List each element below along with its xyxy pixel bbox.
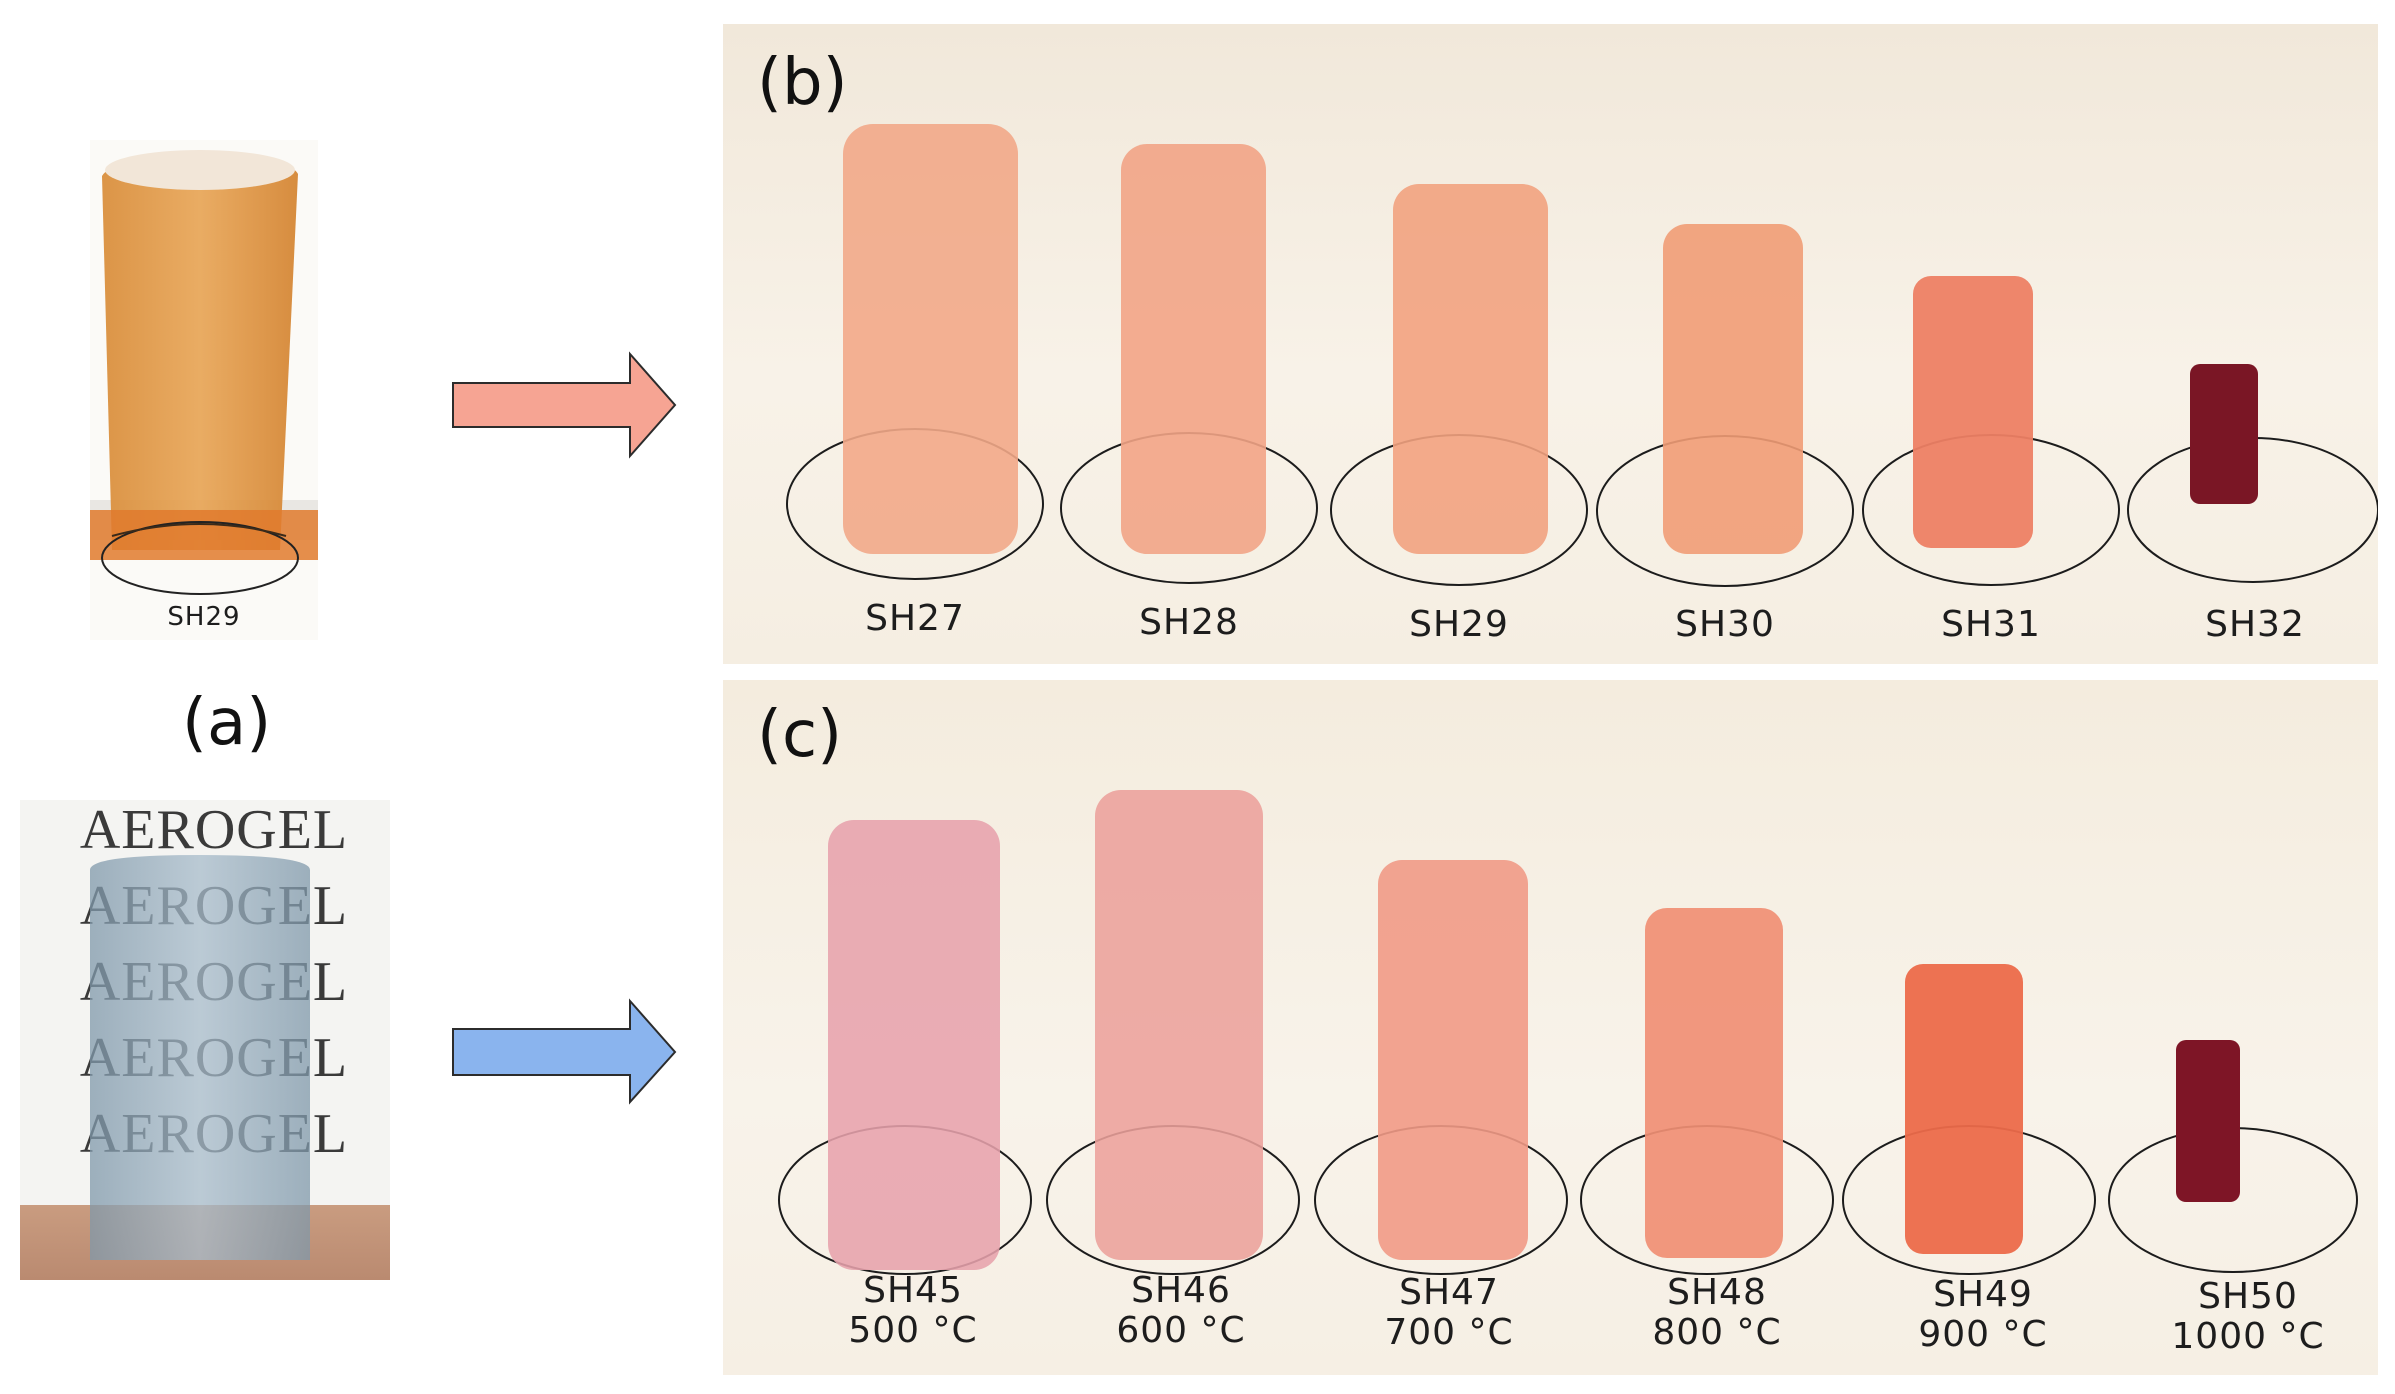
sample-label: SH49 xyxy=(1933,1274,2033,1315)
panel-c-photo: (c) SH45 500 °C SH46 600 °C SH47 700 °C … xyxy=(723,680,2378,1375)
sample-cylinder-sh29 xyxy=(1330,184,1588,586)
aerogel-text-line: AEROGEL xyxy=(79,800,349,861)
orange-cylinder-drawing xyxy=(90,150,318,595)
panel-a-label: (a) xyxy=(182,686,272,760)
panel-c-samples xyxy=(778,790,2358,1275)
sample-temperature: 600 °C xyxy=(1116,1310,1246,1351)
sample-label: SH46 xyxy=(1131,1270,1231,1311)
sample-cylinder-sh48 xyxy=(1580,908,1834,1275)
sample-cylinder-sh28 xyxy=(1060,144,1318,584)
sample-label: SH47 xyxy=(1399,1272,1499,1313)
sample-label: SH45 xyxy=(863,1270,963,1311)
sample-label: SH31 xyxy=(1941,604,2041,645)
sample-label: SH27 xyxy=(865,598,965,639)
panel-c-label: (c) xyxy=(757,698,843,772)
inset-sample-label: SH29 xyxy=(167,602,241,632)
blue-cylinder-drawing xyxy=(90,855,310,1260)
sample-cylinder-sh32 xyxy=(2127,364,2378,583)
sample-temperature: 900 °C xyxy=(1918,1314,2048,1355)
sample-cylinder-sh47 xyxy=(1314,860,1568,1275)
sample-cylinder-sh50 xyxy=(2108,1040,2358,1273)
sample-temperature: 500 °C xyxy=(848,1310,978,1351)
sample-cylinder-sh49 xyxy=(1842,964,2096,1275)
panel-b-samples xyxy=(786,124,2378,587)
sample-cylinder-sh27 xyxy=(786,124,1044,580)
sample-label: SH50 xyxy=(2198,1276,2298,1317)
arrow-right-icon xyxy=(452,351,677,459)
panel-b-label: (b) xyxy=(757,46,848,120)
sample-cylinder-sh30 xyxy=(1596,224,1854,587)
sample-label: SH29 xyxy=(1409,604,1509,645)
transparent-aerogel-photo: AEROGEL AEROGEL AEROGEL AEROGEL AEROGEL xyxy=(20,800,390,1280)
sample-label: SH48 xyxy=(1667,1272,1767,1313)
sample-label: SH32 xyxy=(2205,604,2305,645)
sample-cylinder-sh45 xyxy=(778,820,1032,1275)
sample-cylinder-sh31 xyxy=(1862,276,2120,586)
sample-label: SH28 xyxy=(1139,602,1239,643)
sample-cylinder-sh46 xyxy=(1046,790,1300,1275)
sample-label: SH30 xyxy=(1675,604,1775,645)
sample-temperature: 700 °C xyxy=(1384,1312,1514,1353)
sample-temperature: 1000 °C xyxy=(2171,1316,2325,1357)
sample-temperature: 800 °C xyxy=(1652,1312,1782,1353)
panel-b-photo: (b) SH27 SH28 SH29 SH30 SH31 SH32 xyxy=(723,24,2378,664)
orange-aerogel-photo: SH29 xyxy=(90,140,318,640)
arrow-right-icon xyxy=(452,998,677,1105)
